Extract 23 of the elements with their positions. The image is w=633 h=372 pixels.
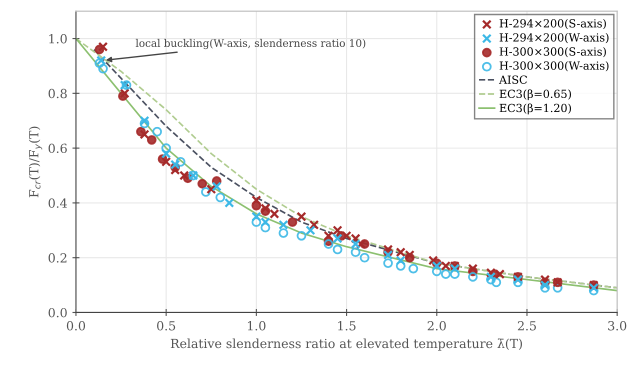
annotation: local buckling(W-axis, slenderness ratio 10) (136, 38, 366, 50)
y-tick-label: 0.8 (48, 88, 67, 98)
text: 0.0 (48, 308, 67, 318)
x-axis-title: Relative slenderness ratio at elevated temperature λ̄(T) (170, 338, 522, 351)
legend-label: H-300×300(W-axis) (500, 61, 609, 72)
y-tick-label: 0.6 (48, 144, 67, 154)
x-tick-label: 1.5 (338, 321, 356, 330)
legend-label: AISC (498, 75, 527, 84)
legend-label: H-300×300(S-axis) (500, 47, 606, 58)
text: 1.0 (248, 321, 266, 330)
legend-label: H-294×200(W-axis) (500, 33, 609, 44)
x-tick-label: 0.5 (157, 321, 176, 330)
y-tick-label: 0.2 (48, 253, 66, 263)
text: 1.0 (49, 34, 67, 44)
text: 2.0 (428, 321, 446, 330)
text: 3.0 (608, 321, 626, 330)
y-tick-label: 0.4 (48, 198, 67, 208)
legend-label: EC3(β=1.20) (500, 104, 571, 114)
text: 0.0 (66, 321, 86, 330)
y-axis-title: F$_{cr}$(T)/F$_{y}$(T) (28, 126, 42, 198)
legend-label: EC3(β=0.65) (500, 89, 571, 100)
legend-label: H-294×200(S-axis) (500, 18, 606, 30)
x-tick-label: 2.5 (518, 321, 536, 330)
